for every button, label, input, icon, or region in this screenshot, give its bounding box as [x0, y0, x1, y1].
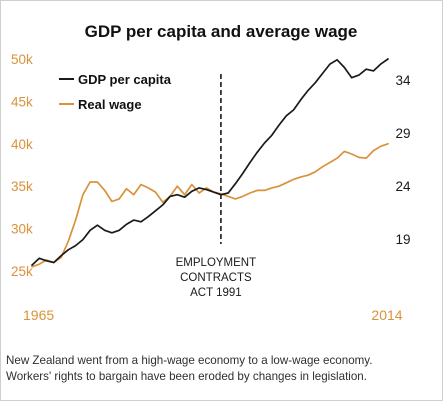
x-end-label: 2014 [371, 307, 402, 323]
employment-act-annotation: EMPLOYMENT CONTRACTS ACT 1991 [176, 257, 257, 299]
legend: GDP per capita Real wage [59, 72, 172, 112]
series-lines [31, 58, 389, 268]
annotation-line: ACT 1991 [190, 287, 242, 299]
chart-title: GDP per capita and average wage [85, 22, 358, 41]
left-tick-label: 35k [11, 179, 33, 194]
annotation-line: CONTRACTS [180, 272, 252, 284]
caption: New Zealand went from a high-wage econom… [6, 353, 438, 385]
left-tick-label: 45k [11, 94, 33, 109]
gdp-wage-chart: GDP per capita and average wage 25k 30k 35… [11, 22, 411, 323]
right-tick-label: 19 [395, 232, 410, 247]
right-tick-label: 29 [395, 126, 410, 141]
right-axis-ticks: 19 24 29 34 [395, 73, 411, 247]
caption-line-1: New Zealand went from a high-wage econom… [6, 354, 373, 367]
series-line-gdp-per-capita [31, 58, 389, 266]
right-tick-label: 24 [395, 179, 411, 194]
right-tick-label: 34 [395, 73, 411, 88]
left-tick-label: 30k [11, 222, 33, 237]
caption-line-2: Workers' rights to bargain have been ero… [6, 370, 367, 383]
legend-label: Real wage [78, 97, 142, 112]
left-axis-ticks: 25k 30k 35k 40k 45k 50k [11, 52, 33, 279]
series-line-real-wage [31, 142, 389, 268]
x-start-label: 1965 [23, 307, 54, 323]
left-tick-label: 40k [11, 137, 33, 152]
left-tick-label: 25k [11, 264, 33, 279]
left-tick-label: 50k [11, 52, 33, 67]
annotation-line: EMPLOYMENT [176, 257, 257, 269]
legend-label: GDP per capita [78, 72, 172, 87]
